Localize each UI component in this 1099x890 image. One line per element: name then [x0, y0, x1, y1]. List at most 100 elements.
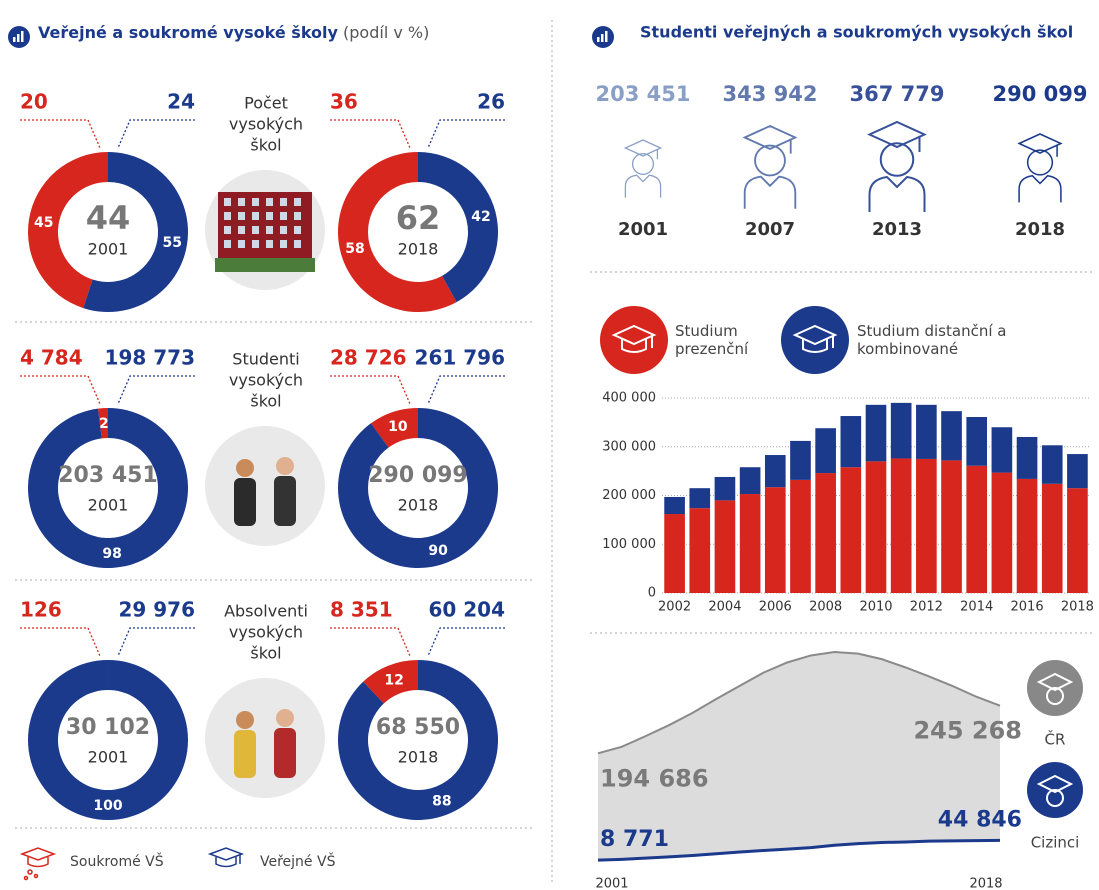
- illustration: [280, 198, 287, 206]
- left-title: Veřejné a soukromé vysoké školy (podíl v…: [38, 23, 429, 42]
- graduate-icon: [867, 120, 927, 212]
- bar: [966, 465, 988, 593]
- figure-year: 2018: [1015, 219, 1065, 240]
- illustration: [215, 258, 315, 272]
- donut-total: 62: [396, 199, 441, 237]
- y-tick-label: 0: [648, 586, 656, 601]
- graduate-icon: [1026, 149, 1054, 176]
- bar: [664, 514, 685, 593]
- legend-distance: Studium distanční a kombinované: [857, 322, 1007, 358]
- bar: [840, 467, 862, 593]
- graduate-icon: [742, 124, 798, 209]
- illustration: [294, 212, 301, 220]
- bar: [815, 428, 836, 474]
- count-public: 29 976: [118, 598, 195, 622]
- illustration: [238, 226, 245, 234]
- bar: [664, 496, 685, 515]
- donut-segment: [337, 408, 498, 568]
- donut-year: 2001: [88, 496, 129, 515]
- series-name: Cizinci: [1031, 834, 1080, 852]
- figure-value: 290 099: [993, 82, 1088, 106]
- y-tick-label: 200 000: [602, 488, 656, 503]
- segment-label: 42: [471, 209, 490, 225]
- x-tick-label: 2004: [708, 600, 741, 615]
- donut-year: 2018: [398, 496, 439, 515]
- illustration: [274, 476, 296, 526]
- legend-icon-distance: [781, 306, 849, 374]
- row-label: Studenti: [232, 350, 299, 369]
- donut-total: 44: [86, 199, 131, 237]
- illustration: [276, 709, 294, 727]
- value-label: 8 771: [600, 827, 669, 852]
- left-title-main: Veřejné a soukromé vysoké školy: [38, 23, 339, 42]
- header-icon: [8, 26, 30, 48]
- x-tick-label: 2012: [910, 600, 943, 615]
- bar: [991, 427, 1013, 473]
- donut-segment: [28, 408, 189, 568]
- donut-segment: [338, 660, 499, 821]
- illustration: [224, 212, 231, 220]
- illustration: [205, 426, 325, 546]
- donut-segment: [97, 408, 108, 439]
- count-private: 8 351: [330, 598, 393, 622]
- bar: [1067, 488, 1088, 593]
- graduate-icon: [754, 144, 786, 177]
- figure-value: 343 942: [723, 82, 818, 106]
- count-public: 26: [477, 90, 505, 114]
- illustration: [266, 240, 273, 248]
- donut-year: 2018: [398, 748, 439, 767]
- x-tick-label: 2018: [969, 877, 1002, 890]
- area-outline: [597, 650, 1001, 755]
- bar: [1067, 454, 1088, 489]
- illustration: [280, 212, 287, 220]
- donut-segment: [370, 408, 418, 448]
- x-tick-label: 2010: [859, 600, 892, 615]
- illustration: [238, 198, 245, 206]
- icon-cr: [1027, 660, 1083, 716]
- donut-segment: [337, 152, 457, 312]
- leader-line: [330, 119, 411, 149]
- donut-year: 2001: [88, 240, 129, 259]
- illustration: [266, 198, 273, 206]
- illustration: [280, 240, 287, 248]
- figure-value: 203 451: [596, 82, 691, 106]
- legend-present: Studium prezenční: [675, 322, 749, 358]
- value-label: 194 686: [600, 764, 709, 792]
- graduate-icon: [631, 152, 655, 176]
- figure-year: 2001: [618, 219, 668, 240]
- count-public: 60 204: [428, 598, 505, 622]
- illustration: [274, 728, 296, 778]
- line: [597, 838, 1001, 862]
- bar: [815, 473, 836, 593]
- donut-total: 290 099: [368, 463, 468, 488]
- bar: [840, 416, 862, 468]
- illustration: [294, 198, 301, 206]
- illustration: [238, 212, 245, 220]
- count-private: 36: [330, 90, 358, 114]
- illustration: [294, 240, 301, 248]
- bar: [739, 494, 761, 593]
- count-private: 4 784: [20, 346, 83, 370]
- figure-year: 2007: [745, 219, 795, 240]
- segment-label: 90: [428, 543, 448, 559]
- legend-icon-private: [19, 847, 57, 881]
- y-tick-label: 400 000: [602, 391, 656, 406]
- leader-line: [427, 375, 505, 405]
- header-icon: [592, 26, 614, 48]
- x-tick-label: 2018: [1061, 600, 1094, 615]
- bar: [865, 404, 887, 462]
- bar: [865, 461, 887, 593]
- donut-year: 2018: [398, 240, 439, 259]
- row-label: Počet: [244, 94, 288, 113]
- graduate-icon: [623, 139, 663, 198]
- bar: [890, 458, 912, 593]
- bar: [941, 411, 962, 461]
- graduate-icon: [743, 175, 797, 209]
- graduate-icon: [879, 142, 915, 177]
- count-private: 20: [20, 90, 48, 114]
- segment-label: 58: [345, 241, 364, 257]
- bar: [890, 402, 912, 459]
- bar: [1016, 437, 1038, 479]
- leader-line: [117, 119, 195, 149]
